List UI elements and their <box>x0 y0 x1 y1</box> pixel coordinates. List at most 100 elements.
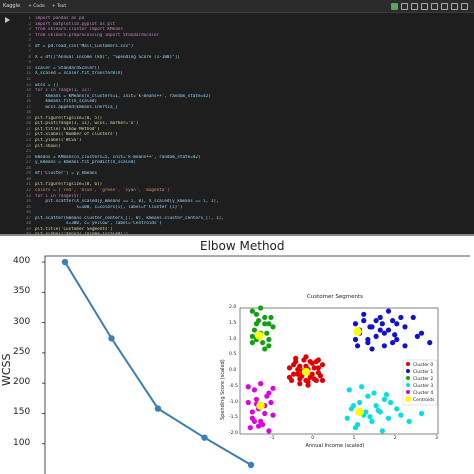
code-line[interactable]: 3 from sklearn.cluster import KMeans <box>21 27 471 33</box>
cluster-point <box>303 354 309 360</box>
legend-marker <box>406 376 410 380</box>
cluster-point <box>249 409 255 415</box>
cluster-point <box>394 321 400 327</box>
code-line[interactable]: 14 for i in range(1, 11): <box>21 88 471 94</box>
code-line[interactable]: 9 <box>21 60 471 66</box>
cluster-point <box>270 412 276 418</box>
move-up-icon[interactable] <box>401 3 408 10</box>
y-tick-label: -1.0 <box>229 399 238 405</box>
cluster-point <box>286 374 293 380</box>
code-line[interactable]: 10 scaler = StandardScaler() <box>21 66 471 72</box>
kernel-status-icon[interactable] <box>391 3 398 10</box>
code-line[interactable]: 5 <box>21 38 471 44</box>
code-line[interactable]: 23 plt.ylabel('WCSS') <box>21 138 471 144</box>
cluster-point <box>317 373 324 379</box>
code-text: df = pd.read_csv("Mall_Customers.csv") <box>35 43 134 49</box>
code-line[interactable]: 12 <box>21 77 471 83</box>
comment-icon[interactable] <box>431 3 438 10</box>
cluster-point <box>369 418 375 424</box>
code-line[interactable]: 17 wcss.append(kmeans.inertia_) <box>21 105 471 111</box>
more-icon[interactable] <box>461 3 468 10</box>
elbow-y-axis-label: WCSS <box>0 353 13 386</box>
code-line[interactable]: 39 plt.title('Customer Segments') <box>21 227 471 233</box>
cluster-point <box>344 415 350 421</box>
add-code-button[interactable]: + Code <box>28 3 45 9</box>
code-line[interactable]: 30 <box>21 177 471 183</box>
legend-label: Cluster 4 <box>413 390 433 396</box>
code-text: plt.scatter(kmeans.cluster_centers_[:, 0… <box>35 215 224 221</box>
line-number: 33 <box>25 193 31 199</box>
code-line[interactable]: 34 plt.scatter(X_scaled[y_kmeans == i, 0… <box>21 199 471 205</box>
notebook-tab[interactable]: Kaggle <box>3 3 21 9</box>
delete-icon[interactable] <box>451 3 458 10</box>
line-number: 2 <box>28 21 31 27</box>
cluster-point <box>319 362 326 368</box>
code-line[interactable]: 1 import pandas as pd <box>21 16 471 22</box>
code-line[interactable]: 16 kmeans.fit(X_scaled) <box>21 99 471 105</box>
settings-icon[interactable] <box>441 3 448 10</box>
line-number: 3 <box>28 27 31 33</box>
code-line[interactable]: 32 colors = ['red', 'blue', 'green', 'cya… <box>21 188 471 194</box>
code-line[interactable]: 13 wcss = [] <box>21 83 471 89</box>
code-line[interactable]: 26 kmeans = KMeans(n_clusters=5, init='k-… <box>21 155 471 161</box>
cluster-point <box>311 365 317 371</box>
code-line[interactable]: 20 plt.plot(range(1, 11), wcss, marker='o… <box>21 121 471 127</box>
code-line[interactable]: 28 <box>21 166 471 172</box>
code-line[interactable]: 7 <box>21 49 471 55</box>
cluster-point <box>418 410 425 417</box>
cluster-point <box>402 343 408 349</box>
wcss-point <box>154 405 162 412</box>
code-line[interactable]: 31 plt.figure(figsize=(8, 6)) <box>21 182 471 188</box>
cluster-point <box>249 340 255 346</box>
code-line[interactable]: 18 <box>21 110 471 116</box>
code-text: kmeans = KMeans(n_clusters=i, init='k-me… <box>35 93 211 99</box>
link-icon[interactable] <box>421 3 428 10</box>
code-line[interactable]: 35 s=100, c=colors[i], label=f'Cluster {… <box>21 205 471 211</box>
line-number: 11 <box>25 71 31 77</box>
code-line[interactable]: 29 df['Cluster'] = y_kmeans <box>21 171 471 177</box>
code-line[interactable]: 37 plt.scatter(kmeans.cluster_centers_[:,… <box>21 216 471 222</box>
code-line[interactable]: 15 kmeans = KMeans(n_clusters=i, init='k… <box>21 94 471 100</box>
cluster-point <box>247 425 253 431</box>
cluster-point <box>427 340 433 346</box>
legend-marker <box>406 362 410 366</box>
cluster-point <box>266 321 272 327</box>
cluster-point <box>286 365 293 371</box>
cluster-point <box>381 330 387 336</box>
segments-chart-title: Customer Segments <box>306 294 364 300</box>
code-line[interactable]: 36 <box>21 210 471 216</box>
code-text: for i in range(5): <box>35 193 82 199</box>
move-down-icon[interactable] <box>411 3 418 10</box>
code-editor[interactable]: 1 import pandas as pd 2 import matplotlib.p… <box>21 16 471 255</box>
code-line[interactable]: 22 plt.xlabel('Number of clusters') <box>21 132 471 138</box>
code-line[interactable]: 21 plt.title('Elbow Method') <box>21 127 471 133</box>
line-number: 5 <box>28 38 31 44</box>
cluster-point <box>402 324 408 330</box>
centroid-point <box>353 327 362 336</box>
run-cell-icon[interactable] <box>5 17 10 23</box>
y-tick-label: 400 <box>13 256 31 267</box>
cluster-point <box>354 343 361 349</box>
code-line[interactable]: 11 X_scaled = scaler.fit_transform(X) <box>21 71 471 77</box>
code-line[interactable]: 4 from sklearn.preprocessing import Stand… <box>21 33 471 39</box>
cluster-point <box>262 346 268 352</box>
line-number: 38 <box>25 221 31 227</box>
cluster-point <box>319 377 326 384</box>
add-text-button[interactable]: + Text <box>51 3 67 9</box>
cluster-point <box>385 327 392 333</box>
code-line[interactable]: 33 for i in range(5): <box>21 194 471 200</box>
code-line[interactable]: 8 X = df[["Annual Income (k$)", "Spending… <box>21 55 471 61</box>
cluster-point <box>375 407 381 413</box>
code-line[interactable]: 38 s=300, c='yellow', label='Centroids') <box>21 221 471 227</box>
code-line[interactable]: 24 plt.show() <box>21 144 471 150</box>
code-line[interactable]: 6 df = pd.read_csv("Mall_Customers.csv") <box>21 44 471 50</box>
line-number: 8 <box>28 54 31 60</box>
cluster-point <box>268 399 274 406</box>
code-line[interactable]: 27 y_kmeans = kmeans.fit_predict(X_scaled… <box>21 160 471 166</box>
elbow-chart-title: Elbow Method <box>200 239 285 253</box>
code-cell[interactable]: 1 import pandas as pd 2 import matplotlib.p… <box>0 13 474 254</box>
code-line[interactable]: 2 import matplotlib.pyplot as plt <box>21 22 471 28</box>
code-line[interactable]: 19 plt.figure(figsize=(8, 5)) <box>21 116 471 122</box>
code-line[interactable]: 25 <box>21 149 471 155</box>
customer-segments-chart: Cluster 0 Cluster 1 Cluster 2 Cluster 3 Clus… <box>220 264 450 449</box>
